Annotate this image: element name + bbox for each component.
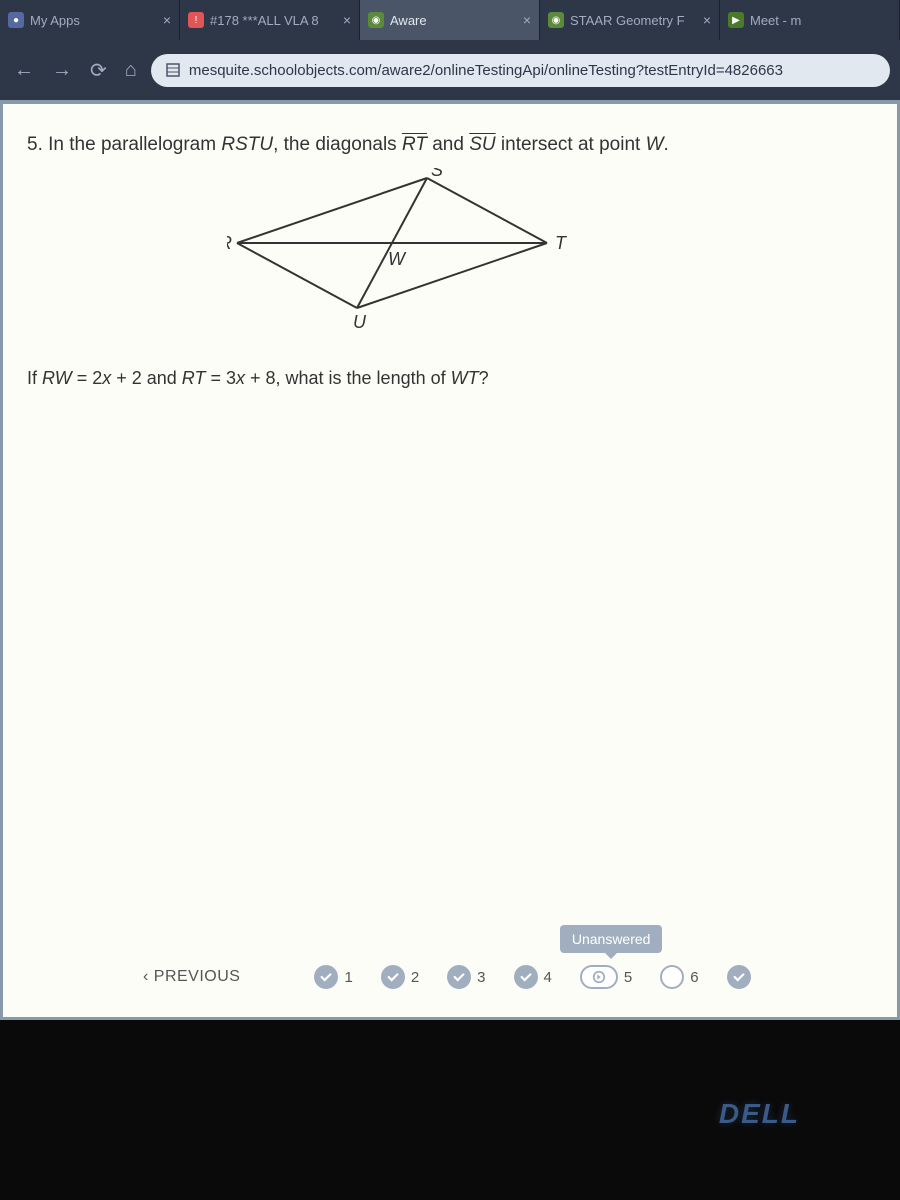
question-nav-item[interactable]: 2 (381, 965, 419, 989)
bubble-icon (660, 965, 684, 989)
chevron-left-icon: ‹ (143, 968, 154, 985)
question-number: 5 (27, 134, 38, 155)
question-nav-number: 2 (411, 969, 419, 986)
close-icon[interactable]: × (523, 12, 531, 28)
previous-button[interactable]: ‹ PREVIOUS (143, 968, 240, 986)
check-icon (514, 965, 538, 989)
question-nav-footer: ‹ PREVIOUS 1 2 3 4 5Unanswered 6 (3, 937, 897, 1017)
tab-vla[interactable]: ! #178 ***ALL VLA 8 × (180, 0, 360, 40)
svg-text:W: W (388, 249, 407, 269)
question-panel: 5. In the parallelogram RSTU, the diagon… (3, 104, 897, 1017)
bubble-icon (580, 965, 618, 989)
svg-text:T: T (555, 233, 568, 253)
question-nav-number: 5 (624, 969, 632, 986)
question-nav: 1 2 3 4 5Unanswered 6 (314, 965, 750, 989)
globe-icon: ● (8, 12, 24, 28)
svg-text:R: R (227, 233, 232, 253)
home-button[interactable]: ⌂ (121, 55, 141, 86)
question-nav-item[interactable]: 3 (447, 965, 485, 989)
address-url: mesquite.schoolobjects.com/aware2/online… (189, 62, 783, 79)
meet-icon: ▶ (728, 12, 744, 28)
tab-title: #178 ***ALL VLA 8 (210, 13, 337, 28)
swirl-icon: ◉ (368, 12, 384, 28)
address-bar[interactable]: mesquite.schoolobjects.com/aware2/online… (151, 54, 890, 87)
tooltip: Unanswered (560, 925, 663, 953)
site-icon (165, 62, 181, 78)
question-nav-number: 3 (477, 969, 485, 986)
question-nav-item[interactable] (727, 965, 751, 989)
swirl-icon: ◉ (548, 12, 564, 28)
tab-bar: ● My Apps × ! #178 ***ALL VLA 8 × ◉ Awar… (0, 0, 900, 40)
close-icon[interactable]: × (703, 12, 711, 28)
close-icon[interactable]: × (343, 12, 351, 28)
tab-title: My Apps (30, 13, 157, 28)
tab-title: Aware (390, 13, 517, 28)
check-icon (447, 965, 471, 989)
alert-icon: ! (188, 12, 204, 28)
back-button[interactable]: ← (10, 55, 38, 86)
question-nav-number: 4 (544, 969, 552, 986)
question-nav-item[interactable]: 1 (314, 965, 352, 989)
question-nav-number: 1 (344, 969, 352, 986)
check-icon (314, 965, 338, 989)
question-nav-item[interactable]: 4 (514, 965, 552, 989)
tab-title: Meet - m (750, 13, 891, 28)
content-area: 5. In the parallelogram RSTU, the diagon… (0, 100, 900, 1020)
forward-button[interactable]: → (48, 55, 76, 86)
tab-meet[interactable]: ▶ Meet - m (720, 0, 900, 40)
question-stem: 5. In the parallelogram RSTU, the diagon… (27, 134, 873, 156)
tab-title: STAAR Geometry F (570, 13, 697, 28)
reload-button[interactable]: ⟳ (86, 54, 111, 87)
question-nav-item[interactable]: 5Unanswered (580, 965, 632, 989)
tab-staar[interactable]: ◉ STAAR Geometry F × (540, 0, 720, 40)
check-icon (381, 965, 405, 989)
check-icon (727, 965, 751, 989)
sub-question: If RW = 2x + 2 and RT = 3x + 8, what is … (27, 368, 873, 389)
nav-bar: ← → ⟳ ⌂ mesquite.schoolobjects.com/aware… (0, 40, 900, 100)
browser-chrome: ● My Apps × ! #178 ***ALL VLA 8 × ◉ Awar… (0, 0, 900, 100)
question-nav-item[interactable]: 6 (660, 965, 698, 989)
dell-logo: DELL (719, 1098, 800, 1130)
svg-text:U: U (353, 312, 367, 332)
svg-text:S: S (431, 168, 443, 180)
parallelogram-diagram: R S T U W (227, 168, 587, 358)
close-icon[interactable]: × (163, 12, 171, 28)
tab-aware[interactable]: ◉ Aware × (360, 0, 540, 40)
question-nav-number: 6 (690, 969, 698, 986)
tab-myapps[interactable]: ● My Apps × (0, 0, 180, 40)
